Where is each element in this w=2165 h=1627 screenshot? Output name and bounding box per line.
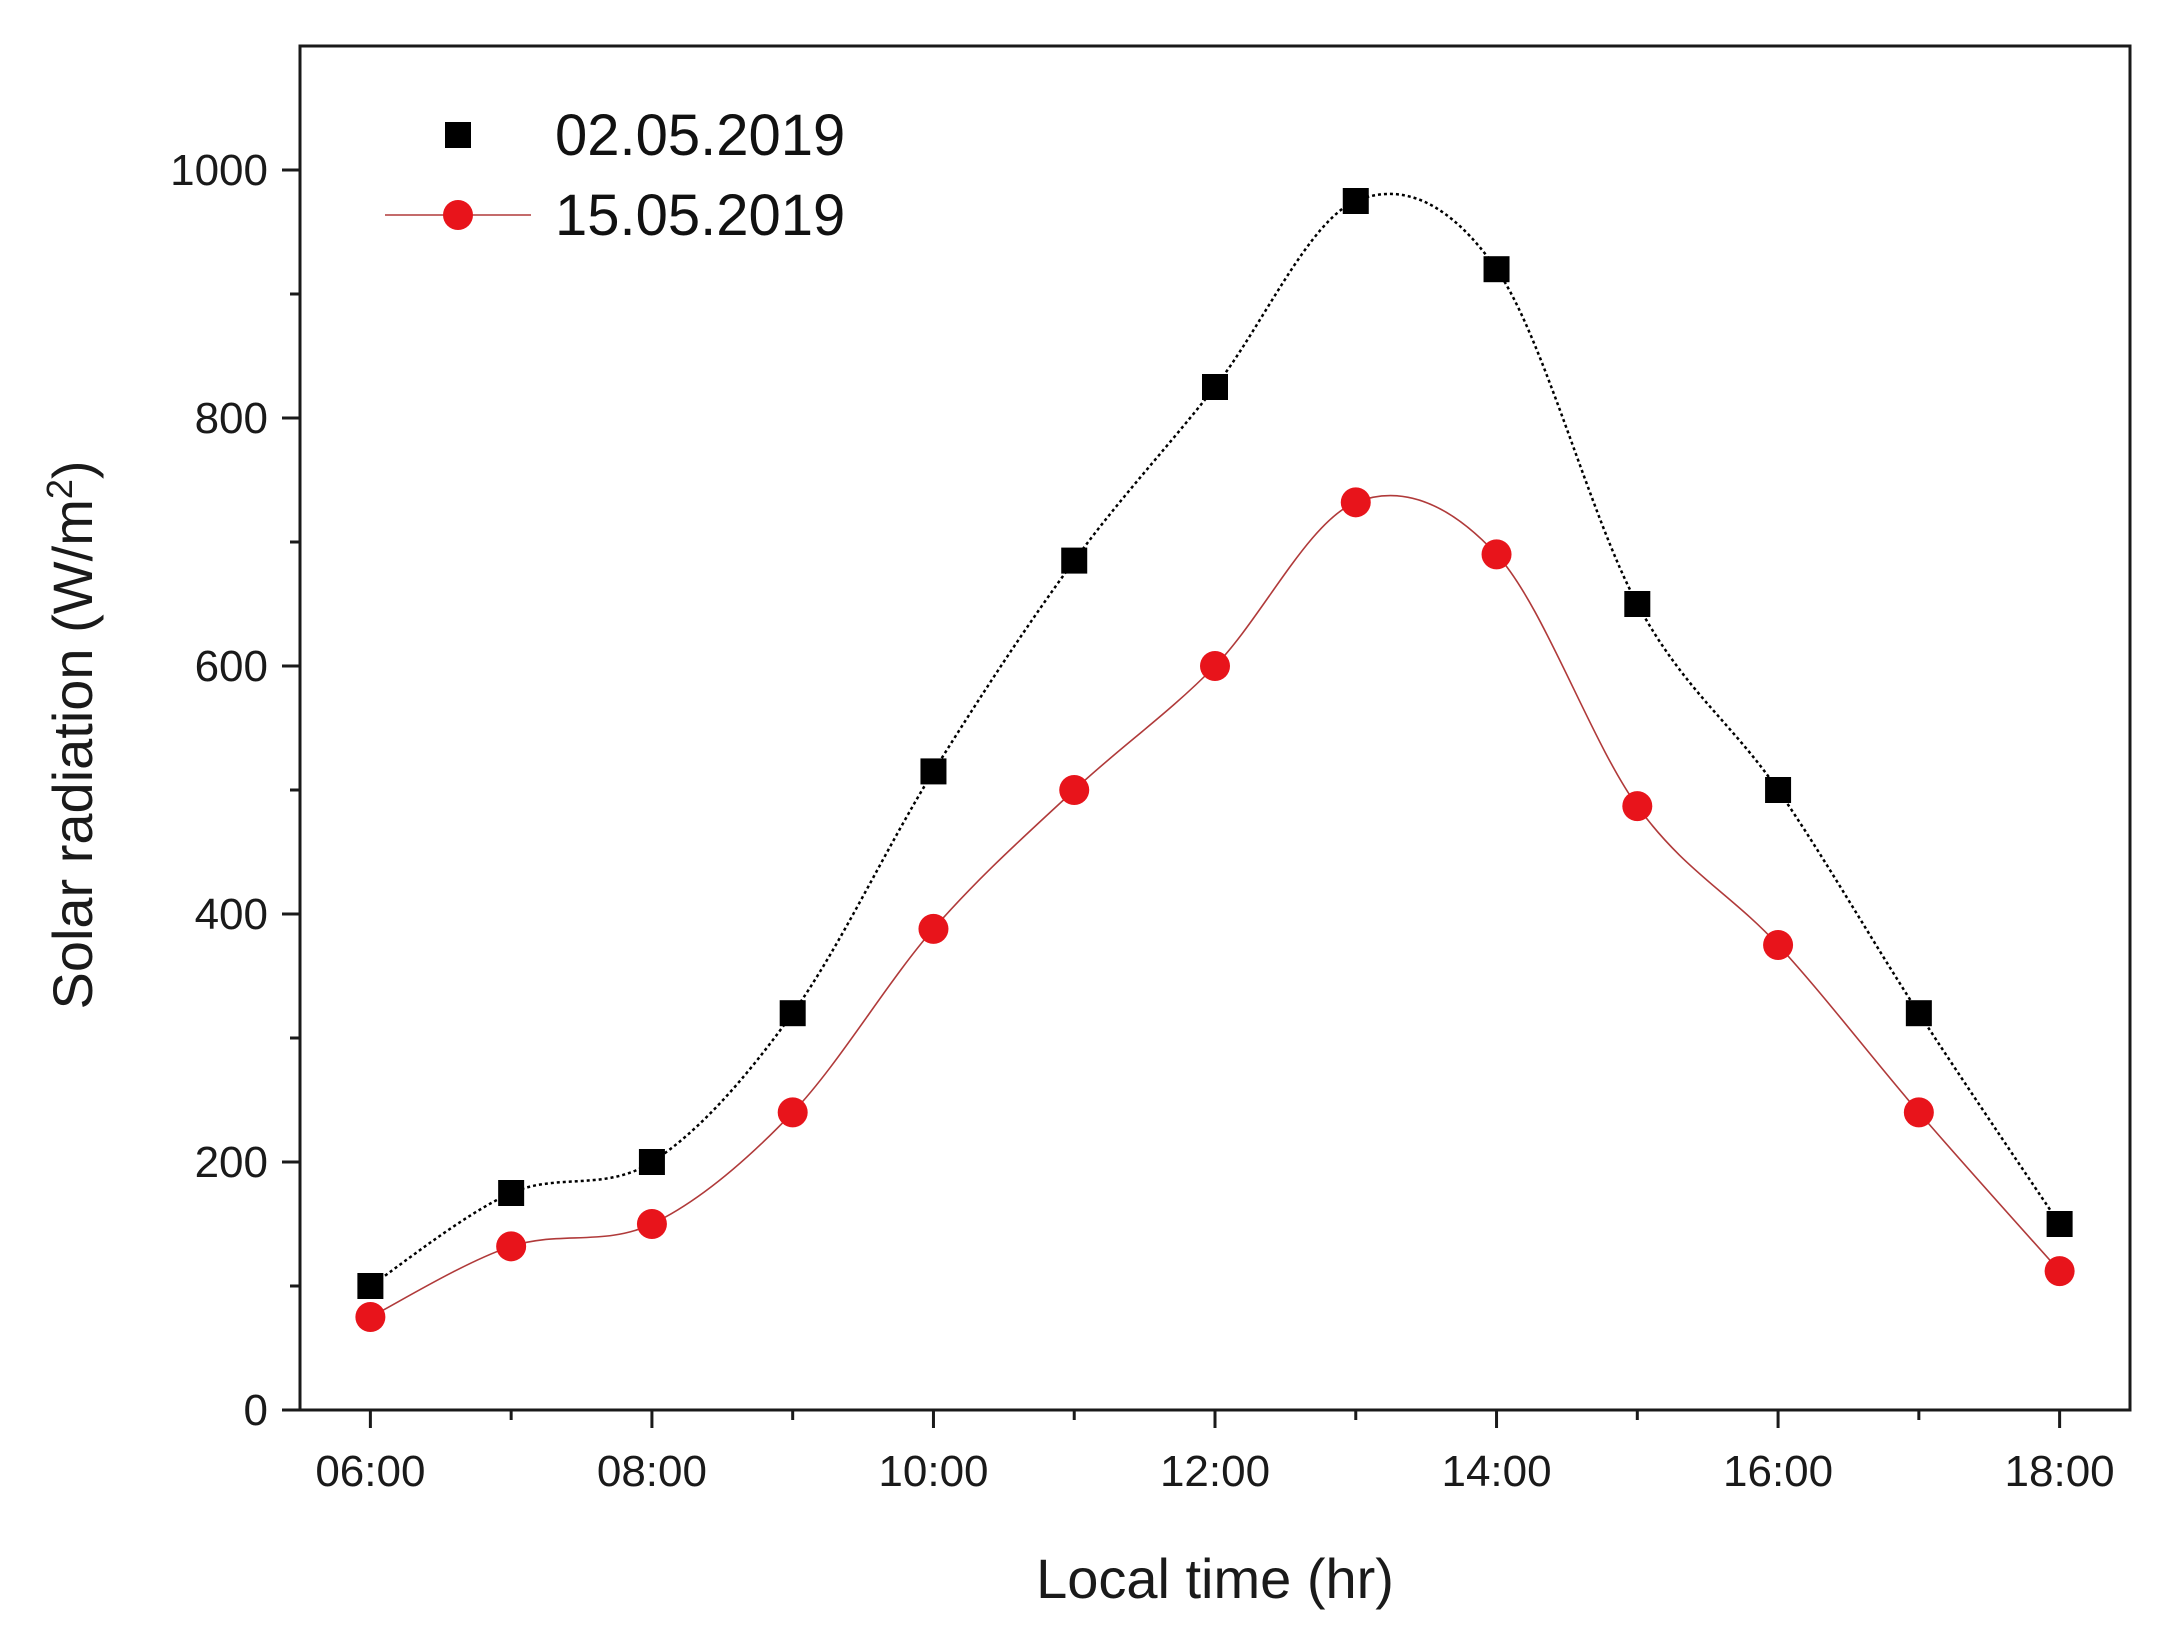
x-tick-label: 16:00 [1723,1447,1833,1496]
data-point-square [498,1180,525,1206]
x-tick-label: 12:00 [1160,1447,1270,1496]
data-point-square [1202,374,1228,400]
y-tick-label: 200 [195,1138,268,1187]
x-tick-label: 18:00 [2005,1447,2115,1496]
data-point-circle [1903,1097,1934,1128]
y-tick-label: 600 [195,642,268,691]
legend: 02.05.2019 15.05.2019 [385,103,845,248]
y-tick-label: 1000 [170,146,268,195]
series-markers [355,188,2075,1332]
data-point-square [1061,547,1088,574]
data-point-circle [777,1097,808,1128]
series-line-2 [370,494,2061,1318]
y-tick-label: 400 [195,890,268,939]
data-point-circle [1059,775,1090,805]
x-tick-label: 10:00 [878,1447,988,1496]
y-tick-label: 0 [244,1386,268,1435]
data-point-circle [1481,539,1512,570]
data-point-circle [1200,651,1230,681]
data-point-square [1624,591,1651,617]
y-tick-label: 800 [195,394,268,443]
data-point-circle [2044,1256,2075,1287]
data-point-square [779,1000,806,1027]
axes: 0 200 400 600 800 1000 06:00 08:00 10:00 12:00 14:… [170,146,2115,1496]
data-point-circle [1763,930,1794,960]
data-point-circle [636,1209,667,1239]
data-point-circle [496,1231,527,1262]
data-point-square [1905,1000,1932,1027]
y-axis-title-superscript: 2 [39,479,80,499]
x-tick-label: 14:00 [1441,1447,1551,1496]
data-point-square [2046,1211,2073,1237]
y-axis-title: Solar radiation (W/m2) [39,460,104,1009]
data-point-circle [918,913,949,944]
series-line-1 [369,192,2061,1288]
data-point-square [357,1273,384,1299]
x-tick-label: 06:00 [315,1447,425,1496]
x-tick-label: 08:00 [597,1447,707,1496]
data-point-circle [1622,791,1653,822]
data-point-square [1483,256,1510,283]
data-point-square [1765,777,1792,803]
legend-label: 02.05.2019 [555,103,845,168]
y-axis-title-main: Solar radiation (W/m [41,499,104,1009]
legend-marker-square [445,122,471,148]
legend-label: 15.05.2019 [555,183,845,248]
x-axis-title: Local time (hr) [1036,1547,1394,1610]
plot-frame [298,44,2132,1412]
legend-marker-circle [443,200,473,230]
data-point-circle [1340,487,1371,518]
data-point-square [920,758,947,785]
data-point-square [1342,188,1369,214]
data-point-circle [355,1302,386,1332]
series-lines [369,192,2061,1318]
y-axis-title-close: ) [41,460,104,479]
data-point-square [638,1149,665,1175]
